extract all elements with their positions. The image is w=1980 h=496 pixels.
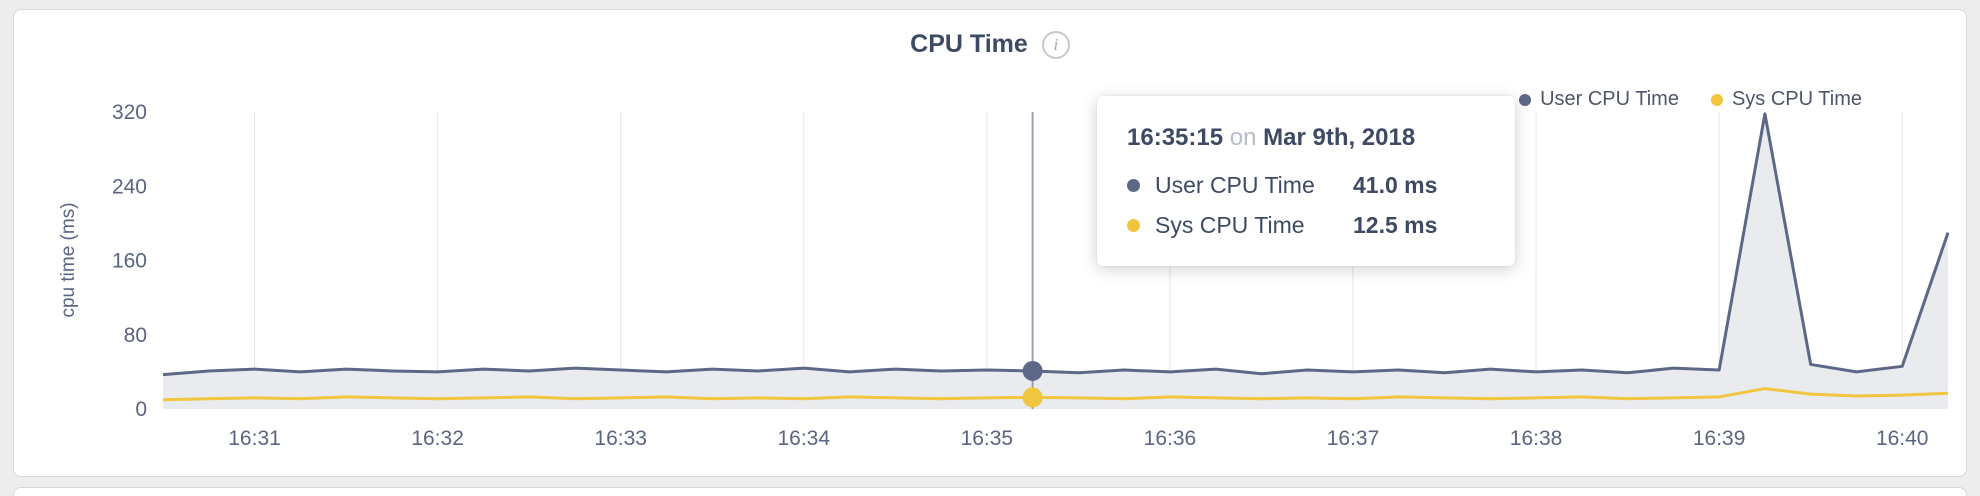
tooltip-row-sys-cpu: Sys CPU Time 12.5 ms xyxy=(1127,210,1485,240)
y-tick-label: 80 xyxy=(124,324,147,347)
tooltip-time: 16:35:15 xyxy=(1127,124,1224,151)
x-tick-label: 16:31 xyxy=(228,427,281,450)
x-tick-label: 16:40 xyxy=(1876,427,1929,450)
x-tick-label: 16:32 xyxy=(411,427,464,450)
legend-item-user-cpu[interactable]: User CPU Time xyxy=(1519,88,1679,111)
hover-dot-sys-cpu-time xyxy=(1022,387,1043,408)
sys-cpu-time-line xyxy=(162,387,1949,402)
legend-label-user-cpu: User CPU Time xyxy=(1540,88,1679,110)
x-tick-label: 16:38 xyxy=(1510,427,1563,450)
tooltip-label-sys-cpu: Sys CPU Time xyxy=(1155,212,1305,238)
tooltip-date: Mar 9th, 2018 xyxy=(1263,124,1416,151)
legend-item-sys-cpu[interactable]: Sys CPU Time xyxy=(1710,88,1862,111)
tooltip-value-user-cpu: 41.0 ms xyxy=(1353,172,1438,198)
tooltip-value-sys-cpu: 12.5 ms xyxy=(1353,212,1438,238)
user-cpu-time-line xyxy=(162,112,1950,377)
legend: User CPU Time Sys CPU Time xyxy=(1519,88,1862,111)
chart-header: CPU Time i xyxy=(0,30,1980,59)
tooltip-on-word: on xyxy=(1229,124,1257,151)
y-tick-label: 240 xyxy=(112,175,147,198)
user-cpu-time-area xyxy=(163,113,1948,409)
x-tick-label: 16:34 xyxy=(777,427,830,450)
chart-tooltip: 16:35:15 on Mar 9th, 2018 User CPU Time … xyxy=(1097,96,1515,266)
legend-label-sys-cpu: Sys CPU Time xyxy=(1731,88,1862,110)
x-tick-label: 16:36 xyxy=(1144,427,1197,450)
legend-dot-sys-cpu xyxy=(1710,93,1723,106)
chart-title: CPU Time xyxy=(910,30,1028,58)
tooltip-row-user-cpu: User CPU Time 41.0 ms xyxy=(1127,170,1485,200)
hover-dot-user-cpu-time xyxy=(1022,360,1043,381)
x-tick-label: 16:37 xyxy=(1327,427,1380,450)
tooltip-label-user-cpu: User CPU Time xyxy=(1155,172,1315,198)
y-tick-label: 320 xyxy=(112,101,147,124)
x-tick-label: 16:33 xyxy=(594,427,647,450)
tooltip-dot-sys-cpu xyxy=(1127,218,1140,232)
x-tick-label: 16:39 xyxy=(1693,427,1746,450)
legend-dot-user-cpu xyxy=(1519,93,1532,106)
y-tick-label: 0 xyxy=(135,398,147,421)
x-tick-label: 16:35 xyxy=(961,427,1014,450)
tooltip-header: 16:35:15 on Mar 9th, 2018 xyxy=(1127,122,1485,154)
y-tick-label: 160 xyxy=(112,250,147,273)
info-icon[interactable]: i xyxy=(1041,30,1070,59)
tooltip-dot-user-cpu xyxy=(1127,178,1140,192)
next-card-partial xyxy=(13,487,1967,496)
